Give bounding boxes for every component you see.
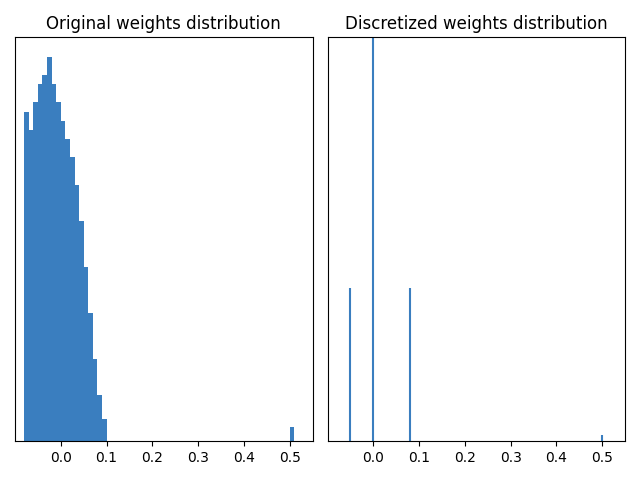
- Bar: [38, 84, 42, 441]
- Bar: [93, 359, 97, 441]
- Bar: [70, 157, 74, 441]
- Bar: [52, 84, 56, 441]
- Bar: [290, 427, 294, 441]
- Title: Original weights distribution: Original weights distribution: [46, 15, 281, 33]
- Bar: [42, 75, 47, 441]
- Bar: [56, 102, 61, 441]
- Title: Discretized weights distribution: Discretized weights distribution: [345, 15, 607, 33]
- Bar: [65, 139, 70, 441]
- Bar: [88, 313, 93, 441]
- Bar: [84, 267, 88, 441]
- Bar: [33, 102, 38, 441]
- Bar: [79, 221, 84, 441]
- Bar: [29, 130, 33, 441]
- Bar: [61, 120, 65, 441]
- Bar: [97, 396, 102, 441]
- Bar: [47, 57, 52, 441]
- Bar: [102, 420, 106, 441]
- Bar: [24, 111, 29, 441]
- Bar: [74, 185, 79, 441]
